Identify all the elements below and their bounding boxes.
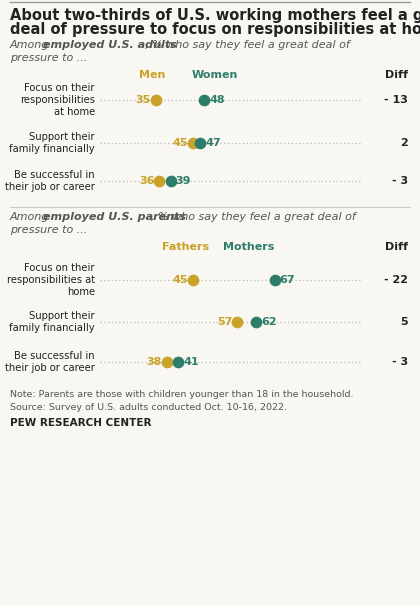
Text: About two-thirds of U.S. working mothers feel a great: About two-thirds of U.S. working mothers… — [10, 8, 420, 23]
Text: Fathers: Fathers — [162, 242, 209, 252]
Text: 5: 5 — [400, 317, 408, 327]
Text: Be successful in
their job or career: Be successful in their job or career — [5, 170, 95, 192]
Text: 48: 48 — [209, 95, 225, 105]
Text: Support their
family financially: Support their family financially — [9, 132, 95, 154]
Text: , % who say they feel a great deal of: , % who say they feel a great deal of — [151, 212, 356, 222]
Text: 38: 38 — [147, 357, 162, 367]
Point — [189, 275, 196, 285]
Point — [175, 357, 181, 367]
Text: Note: Parents are those with children younger than 18 in the household.: Note: Parents are those with children yo… — [10, 390, 354, 399]
Text: pressure to ...: pressure to ... — [10, 225, 87, 235]
Point — [189, 138, 196, 148]
Text: , % who say they feel a great deal of: , % who say they feel a great deal of — [145, 40, 350, 50]
Text: Support their
family financially: Support their family financially — [9, 311, 95, 333]
Text: 36: 36 — [139, 176, 155, 186]
Text: 2: 2 — [400, 138, 408, 148]
Point — [253, 317, 260, 327]
Text: Diff: Diff — [385, 242, 408, 252]
Text: 47: 47 — [205, 138, 221, 148]
Text: deal of pressure to focus on responsibilities at home: deal of pressure to focus on responsibil… — [10, 22, 420, 37]
Point — [156, 176, 163, 186]
Text: Among: Among — [10, 212, 53, 222]
Text: pressure to ...: pressure to ... — [10, 53, 87, 63]
Point — [163, 357, 170, 367]
Text: employed U.S. adults: employed U.S. adults — [43, 40, 177, 50]
Point — [152, 95, 159, 105]
Text: 45: 45 — [172, 275, 188, 285]
Text: 45: 45 — [172, 138, 188, 148]
Text: - 22: - 22 — [384, 275, 408, 285]
Text: 67: 67 — [280, 275, 295, 285]
Text: Mothers: Mothers — [223, 242, 274, 252]
Text: PEW RESEARCH CENTER: PEW RESEARCH CENTER — [10, 418, 152, 428]
Point — [201, 95, 207, 105]
Text: Focus on their
responsibilities
at home: Focus on their responsibilities at home — [20, 82, 95, 118]
Text: employed U.S. parents: employed U.S. parents — [43, 212, 186, 222]
Text: Be successful in
their job or career: Be successful in their job or career — [5, 351, 95, 373]
Text: Women: Women — [192, 70, 238, 80]
Text: - 3: - 3 — [392, 357, 408, 367]
Point — [197, 138, 204, 148]
Text: Among: Among — [10, 40, 53, 50]
Point — [271, 275, 278, 285]
Text: 39: 39 — [176, 176, 191, 186]
Text: Diff: Diff — [385, 70, 408, 80]
Text: Men: Men — [139, 70, 165, 80]
Text: Source: Survey of U.S. adults conducted Oct. 10-16, 2022.: Source: Survey of U.S. adults conducted … — [10, 403, 287, 412]
Text: Focus on their
responsibilities at
home: Focus on their responsibilities at home — [7, 262, 95, 298]
Text: 57: 57 — [217, 317, 232, 327]
Text: 62: 62 — [261, 317, 277, 327]
Text: 41: 41 — [183, 357, 199, 367]
Text: 35: 35 — [136, 95, 151, 105]
Point — [167, 176, 174, 186]
Text: - 13: - 13 — [384, 95, 408, 105]
Point — [234, 317, 241, 327]
Text: - 3: - 3 — [392, 176, 408, 186]
